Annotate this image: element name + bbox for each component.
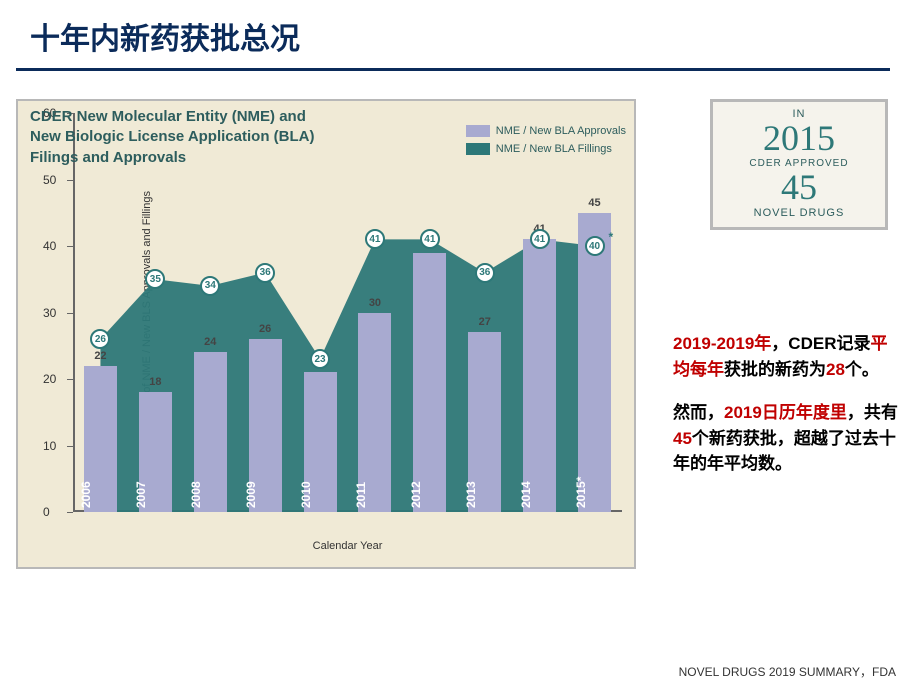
- side-text-span: 个新药获批，超越了过去十年的年平均数。: [673, 429, 896, 474]
- side-text-span: ，共有: [847, 403, 898, 422]
- approval-bar: 272013: [468, 332, 501, 512]
- filing-value-circle: 41: [530, 229, 550, 249]
- legend-item: NME / New BLA Approvals: [466, 125, 626, 137]
- side-paragraph: 然而，2019日历年度里，共有 45个新药获批，超越了过去十年的年平均数。: [673, 400, 898, 477]
- year-label: 2007: [134, 481, 148, 508]
- highlight-badge: IN 2015 CDER APPROVED 45 NOVEL DRUGS: [710, 99, 888, 230]
- legend-swatch-filings: [466, 143, 490, 155]
- asterisk-note: *: [609, 230, 614, 244]
- legend-label: NME / New BLA Approvals: [496, 125, 626, 137]
- badge-number: 45: [713, 169, 885, 205]
- y-tick-label: 20: [43, 372, 56, 386]
- bar-value-label: 26: [259, 323, 271, 335]
- page-title: 十年内新药获批总况: [30, 14, 890, 58]
- approval-bar: 412014: [523, 239, 556, 512]
- year-label: 2011: [354, 482, 368, 508]
- bar-value-label: 18: [149, 376, 161, 388]
- filing-value-circle: 23: [310, 349, 330, 369]
- year-label: 2010: [299, 481, 313, 508]
- chart-container: CDER New Molecular Entity (NME) and New …: [16, 99, 636, 569]
- filing-value-circle: 34: [200, 276, 220, 296]
- year-label: 2012: [409, 481, 423, 508]
- approval-bar: 182007: [139, 392, 172, 512]
- bar-value-label: 22: [94, 350, 106, 362]
- y-tick-label: 40: [43, 239, 56, 253]
- approval-bar: 452015*: [578, 213, 611, 512]
- bar-value-label: 45: [588, 197, 600, 209]
- bar-value-label: 24: [204, 336, 216, 348]
- approval-bar: 212010: [304, 372, 337, 512]
- filings-area: [100, 239, 594, 512]
- x-axis-label: Calendar Year: [313, 540, 383, 552]
- badge-novel-label: NOVEL DRUGS: [713, 207, 885, 219]
- approval-bar: 222006: [84, 366, 117, 512]
- plot-region: 0102030405060222006261820073524200834262…: [73, 113, 622, 512]
- side-commentary: 2019-2019年，CDER记录平均每年获批的新药为28个。 然而，2019日…: [673, 331, 898, 495]
- y-tick-label: 10: [43, 439, 56, 453]
- side-text-span: 个。: [845, 360, 879, 379]
- y-tick-label: 30: [43, 306, 56, 320]
- chart-title-line: Filings and Approvals: [30, 149, 186, 166]
- footer-citation: NOVEL DRUGS 2019 SUMMARY，FDA: [679, 663, 896, 680]
- side-text-span: 2019日历年度里: [724, 403, 847, 422]
- side-text-span: ，CDER记录: [771, 334, 870, 353]
- legend-swatch-approvals: [466, 125, 490, 137]
- approval-bar: 262009: [249, 339, 282, 512]
- y-tickmark: [67, 512, 73, 513]
- chart-legend: NME / New BLA Approvals NME / New BLA Fi…: [466, 125, 626, 161]
- year-label: 2009: [244, 481, 258, 508]
- year-label: 2006: [79, 481, 93, 508]
- bar-value-label: 27: [479, 316, 491, 328]
- y-tick-label: 0: [43, 505, 50, 519]
- y-tick-label: 50: [43, 173, 56, 187]
- legend-label: NME / New BLA Fillings: [496, 143, 612, 155]
- chart-plot-area: Number of NME / New BLS Approvals and Fi…: [73, 113, 622, 512]
- filing-value-circle: 26: [90, 329, 110, 349]
- chart-title: CDER New Molecular Entity (NME) and New …: [30, 107, 314, 168]
- year-label: 2013: [464, 481, 478, 508]
- side-text-span: 2019-2019年: [673, 334, 771, 353]
- year-label: 2014: [519, 481, 533, 508]
- side-text-span: 然而，: [673, 403, 724, 422]
- approval-bar: 392012: [413, 253, 446, 512]
- side-text-span: 45: [673, 429, 692, 448]
- badge-year: 2015: [713, 120, 885, 156]
- chart-title-line: CDER New Molecular Entity (NME) and: [30, 108, 306, 125]
- side-paragraph: 2019-2019年，CDER记录平均每年获批的新药为28个。: [673, 331, 898, 382]
- approval-bar: 302011: [358, 313, 391, 513]
- year-label: 2008: [189, 481, 203, 508]
- filing-value-circle: 40: [585, 236, 605, 256]
- side-text-span: 获批的新药为: [724, 360, 826, 379]
- side-text-span: 28: [826, 360, 845, 379]
- title-underline: [16, 68, 890, 71]
- filing-value-circle: 36: [475, 263, 495, 283]
- approval-bar: 242008: [194, 352, 227, 512]
- legend-item: NME / New BLA Fillings: [466, 143, 626, 155]
- bar-value-label: 30: [369, 297, 381, 309]
- filing-value-circle: 41: [365, 229, 385, 249]
- filing-value-circle: 41: [420, 229, 440, 249]
- filing-value-circle: 36: [255, 263, 275, 283]
- filing-value-circle: 35: [145, 269, 165, 289]
- year-label: 2015*: [574, 477, 588, 508]
- chart-title-line: New Biologic License Application (BLA): [30, 128, 314, 145]
